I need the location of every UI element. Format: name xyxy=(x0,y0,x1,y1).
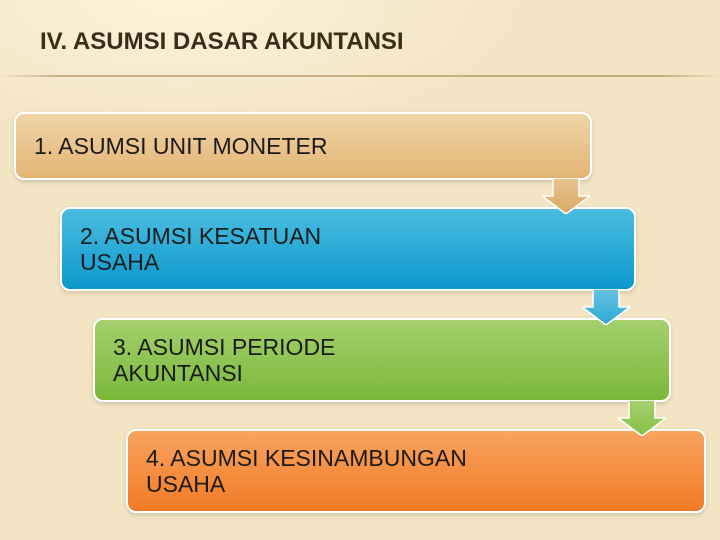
assumption-box-1: 1. ASUMSI UNIT MONETER xyxy=(14,112,592,180)
slide-title: IV. ASUMSI DASAR AKUNTANSI xyxy=(40,28,404,56)
assumption-box-1-text: 1. ASUMSI UNIT MONETER xyxy=(34,133,328,159)
flow-arrow-2 xyxy=(582,289,630,325)
assumption-box-4-text: 4. ASUMSI KESINAMBUNGAN USAHA xyxy=(146,445,546,498)
title-underline xyxy=(0,75,720,77)
assumption-box-2-text: 2. ASUMSI KESATUAN USAHA xyxy=(80,223,400,276)
assumption-box-3-text: 3. ASUMSI PERIODE AKUNTANSI xyxy=(113,334,413,387)
flow-arrow-1 xyxy=(542,178,590,214)
flow-arrow-3 xyxy=(618,400,666,436)
assumption-box-2: 2. ASUMSI KESATUAN USAHA xyxy=(60,207,636,291)
assumption-box-3: 3. ASUMSI PERIODE AKUNTANSI xyxy=(93,318,671,402)
assumption-box-4: 4. ASUMSI KESINAMBUNGAN USAHA xyxy=(126,429,706,513)
